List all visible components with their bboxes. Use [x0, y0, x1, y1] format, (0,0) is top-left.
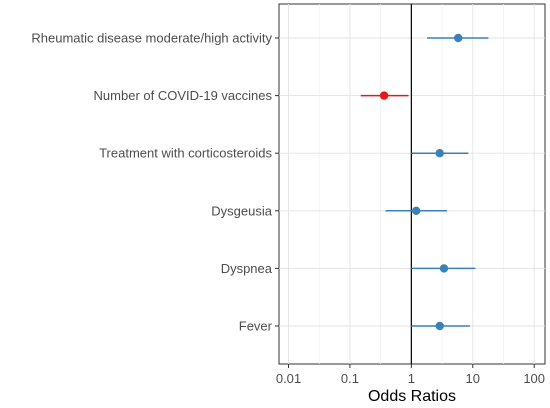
- estimate-point: [412, 206, 421, 215]
- estimate-point: [435, 149, 444, 158]
- estimate-point: [454, 33, 463, 43]
- x-tick-label: 1: [408, 371, 415, 386]
- estimate-point: [439, 264, 449, 273]
- category-label: Dysgeusia: [211, 203, 272, 218]
- category-label: Rheumatic disease moderate/high activity: [31, 31, 272, 46]
- x-tick-label: 10: [466, 371, 480, 386]
- x-axis-title: Odds Ratios: [368, 388, 456, 405]
- data-marks: [360, 33, 489, 331]
- category-label: Number of COVID-19 vaccines: [94, 88, 273, 103]
- estimate-point: [435, 321, 444, 331]
- plot-panel: [278, 3, 546, 365]
- category-labels: Rheumatic disease moderate/high activity…: [31, 31, 279, 334]
- estimate-point: [379, 91, 389, 100]
- x-axis: 0.01 0.1 1 10 100: [276, 364, 545, 386]
- category-label: Treatment with corticosteroids: [99, 146, 272, 161]
- x-tick-label: 100: [523, 371, 545, 386]
- x-tick-label: 0.01: [276, 371, 301, 386]
- x-tick-label: 0.1: [341, 371, 359, 386]
- category-label: Fever: [239, 319, 273, 334]
- category-label: Dyspnea: [221, 261, 273, 276]
